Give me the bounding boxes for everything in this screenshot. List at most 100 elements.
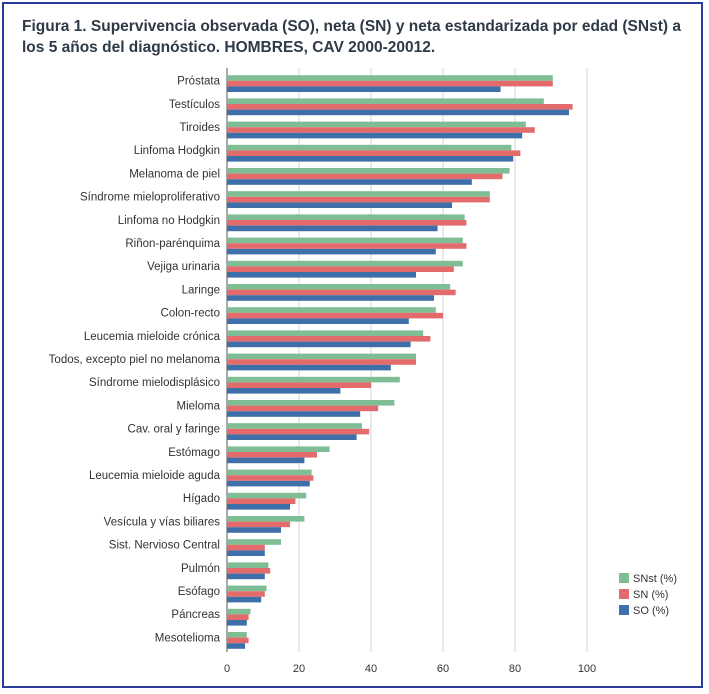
bar-snst-pulmon	[227, 562, 269, 568]
category-label-pancreas: Páncreas	[171, 609, 220, 621]
bar-snst-sindrome-mielodisplasico	[227, 376, 400, 383]
bar-snst-vejiga-urinaria	[227, 260, 463, 267]
bar-snst-leucemia-mieloide-cronica	[227, 330, 424, 336]
category-label-tiroides: Tiroides	[180, 122, 221, 134]
bar-snst-linfoma-no-hodgkin	[227, 214, 465, 220]
bar-sn-sindrome-mieloproliferativo	[227, 196, 490, 203]
bar-snst-rinon-parenquima	[227, 237, 463, 244]
category-label-linfoma-no-hodgkin: Linfoma no Hodgkin	[118, 215, 220, 227]
bar-sn-mesotelioma	[227, 637, 249, 644]
category-label-leucemia-mieloide-cronica: Leucemia mieloide crónica	[84, 331, 221, 343]
bar-so-melanoma-de-piel	[227, 179, 472, 185]
bar-so-testiculos	[227, 109, 569, 116]
bar-sn-linfoma-no-hodgkin	[227, 220, 467, 226]
bar-sn-prostata	[227, 80, 553, 87]
bar-sn-leucemia-mieloide-cronica	[227, 336, 431, 342]
category-label-sindrome-mieloproliferativo: Síndrome mieloproliferativo	[80, 192, 220, 204]
legend-swatch-snst	[619, 573, 629, 583]
bar-snst-melanoma-de-piel	[227, 168, 510, 174]
legend-swatch-sn	[619, 589, 629, 599]
bar-snst-sindrome-mieloproliferativo	[227, 191, 490, 197]
category-label-pulmon: Pulmón	[181, 563, 220, 575]
bar-snst-cav-oral-y-faringe	[227, 423, 362, 429]
bar-so-esofago	[227, 596, 262, 603]
category-label-linfoma-hodgkin: Linfoma Hodgkin	[134, 145, 220, 157]
bar-so-sindrome-mielodisplasico	[227, 388, 341, 394]
x-tick-label-20: 20	[293, 663, 305, 675]
bar-so-laringe	[227, 295, 434, 301]
bar-sn-sindrome-mielodisplasico	[227, 382, 371, 388]
legend-label-snst: SNst (%)	[633, 573, 677, 585]
bar-snst-todos-excepto-piel-no-melanoma	[227, 353, 416, 360]
category-label-sist-nervioso-central: Sist. Nervioso Central	[109, 540, 220, 552]
bar-so-rinon-parenquima	[227, 248, 436, 255]
bar-sn-tiroides	[227, 127, 535, 133]
category-label-leucemia-mieloide-aguda: Leucemia mieloide aguda	[89, 470, 221, 482]
bar-snst-sist-nervioso-central	[227, 539, 281, 545]
bar-snst-esofago	[227, 585, 267, 592]
category-label-colon-recto: Colon-recto	[161, 308, 220, 320]
bar-so-vejiga-urinaria	[227, 272, 416, 278]
bar-sn-esofago	[227, 591, 265, 597]
category-label-sindrome-mielodisplasico: Síndrome mielodisplásico	[89, 377, 220, 389]
bar-sn-melanoma-de-piel	[227, 173, 503, 180]
bar-so-colon-recto	[227, 318, 409, 324]
bar-so-sist-nervioso-central	[227, 550, 265, 556]
legend-swatch-so	[619, 605, 629, 615]
bar-snst-vesicula-y-vias-biliares	[227, 516, 305, 522]
bar-snst-estomago	[227, 446, 330, 452]
chart-title: Figura 1. Supervivencia observada (SO), …	[22, 18, 681, 56]
bar-sn-higado	[227, 498, 296, 504]
bar-so-sindrome-mieloproliferativo	[227, 202, 452, 208]
bar-sn-leucemia-mieloide-aguda	[227, 475, 314, 481]
bar-sn-pulmon	[227, 568, 271, 574]
bar-so-tiroides	[227, 132, 523, 139]
category-label-vesicula-y-vias-biliares: Vesícula y vías biliares	[104, 516, 221, 528]
category-label-laringe: Laringe	[182, 284, 220, 296]
bar-sn-rinon-parenquima	[227, 243, 467, 249]
x-tick-label-100: 100	[578, 663, 596, 675]
bar-snst-colon-recto	[227, 307, 436, 313]
bar-so-cav-oral-y-faringe	[227, 434, 357, 440]
bar-so-leucemia-mieloide-cronica	[227, 341, 411, 348]
bar-so-estomago	[227, 457, 305, 464]
category-label-todos-excepto-piel-no-melanoma: Todos, excepto piel no melanoma	[49, 354, 221, 366]
legend-label-so: SO (%)	[633, 605, 669, 617]
bar-so-mieloma	[227, 411, 361, 417]
bar-snst-higado	[227, 492, 307, 499]
bar-so-linfoma-no-hodgkin	[227, 225, 438, 232]
bar-snst-linfoma-hodgkin	[227, 144, 512, 151]
category-label-vejiga-urinaria: Vejiga urinaria	[147, 261, 220, 273]
category-label-testiculos: Testículos	[169, 99, 220, 111]
bar-so-vesicula-y-vias-biliares	[227, 527, 281, 533]
category-label-mieloma: Mieloma	[177, 400, 221, 412]
bar-so-leucemia-mieloide-aguda	[227, 480, 310, 487]
bar-sn-mieloma	[227, 405, 379, 412]
category-label-rinon-parenquima: Riñon-parénquima	[125, 238, 220, 250]
x-tick-label-60: 60	[437, 663, 449, 675]
bar-sn-estomago	[227, 452, 317, 458]
bar-sn-testiculos	[227, 104, 573, 110]
bar-sn-vejiga-urinaria	[227, 266, 454, 272]
bar-snst-mieloma	[227, 400, 395, 406]
bar-sn-todos-excepto-piel-no-melanoma	[227, 359, 416, 365]
category-label-mesotelioma: Mesotelioma	[155, 632, 221, 644]
bar-so-pulmon	[227, 573, 265, 580]
bar-snst-leucemia-mieloide-aguda	[227, 469, 312, 476]
bar-sn-vesicula-y-vias-biliares	[227, 521, 290, 528]
category-label-higado: Hígado	[183, 493, 220, 505]
category-label-estomago: Estómago	[168, 447, 220, 459]
bar-snst-pancreas	[227, 608, 251, 615]
bar-sn-colon-recto	[227, 312, 443, 319]
category-label-cav-oral-y-faringe: Cav. oral y faringe	[128, 424, 220, 436]
bar-snst-prostata	[227, 75, 553, 81]
bar-snst-mesotelioma	[227, 632, 247, 638]
bar-so-mesotelioma	[227, 643, 245, 649]
x-tick-label-40: 40	[365, 663, 377, 675]
x-tick-label-80: 80	[509, 663, 521, 675]
bar-sn-cav-oral-y-faringe	[227, 428, 370, 435]
bar-so-prostata	[227, 86, 501, 92]
bar-sn-linfoma-hodgkin	[227, 150, 521, 156]
category-label-melanoma-de-piel: Melanoma de piel	[129, 168, 220, 180]
